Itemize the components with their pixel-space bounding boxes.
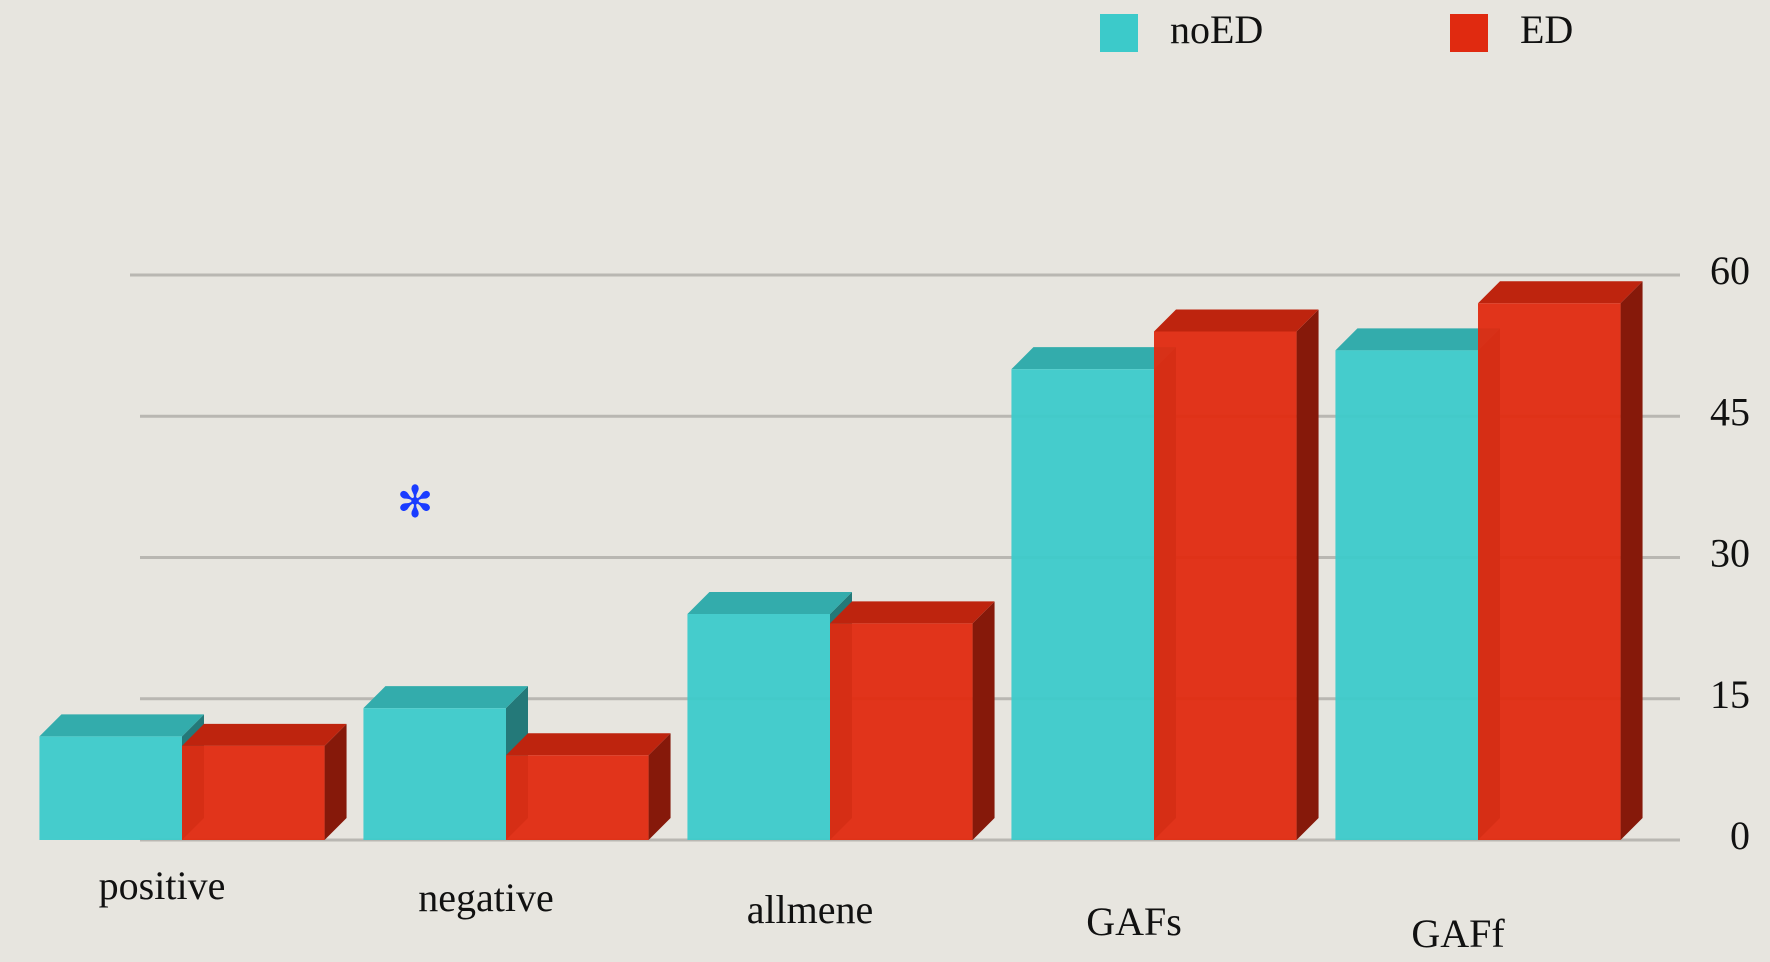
bar: [830, 623, 973, 840]
x-tick-label: allmene: [747, 887, 874, 932]
bar: [1011, 369, 1154, 840]
y-tick-label: 45: [1710, 389, 1750, 434]
annotation: ✻: [397, 477, 434, 528]
bar-top: [1011, 347, 1176, 370]
legend-swatch: [1100, 14, 1138, 52]
bar-top: [182, 723, 347, 746]
x-tick-label: GAFs: [1086, 899, 1182, 944]
bar-top: [1478, 281, 1643, 304]
bar-top: [687, 592, 852, 614]
bar-top: [39, 714, 204, 737]
bar-side: [972, 601, 995, 840]
bar: [39, 736, 182, 840]
bar: [1478, 303, 1621, 840]
bar: [1154, 331, 1297, 840]
bar-side: [648, 733, 671, 840]
bar-top: [830, 601, 995, 624]
legend-label: ED: [1520, 7, 1573, 52]
x-tick-label: GAFf: [1411, 911, 1505, 956]
y-tick-label: 60: [1710, 248, 1750, 293]
bar: [1335, 350, 1478, 840]
y-tick-label: 0: [1730, 813, 1750, 858]
y-tick-label: 30: [1710, 531, 1750, 576]
bar-top: [506, 733, 671, 756]
bar: [182, 745, 325, 840]
x-tick-label: positive: [99, 863, 226, 908]
bar: [363, 708, 506, 840]
x-tick-label: negative: [418, 875, 554, 920]
bar-side: [1620, 281, 1643, 840]
legend-swatch: [1450, 14, 1488, 52]
bar: [687, 614, 830, 840]
bar-top: [1335, 328, 1500, 351]
bar-side: [1296, 309, 1319, 840]
bar-top: [1154, 309, 1319, 332]
bar-top: [363, 686, 528, 709]
bar-side: [324, 723, 347, 840]
y-tick-label: 15: [1710, 672, 1750, 717]
legend-label: noED: [1170, 7, 1263, 52]
bar: [506, 755, 649, 840]
